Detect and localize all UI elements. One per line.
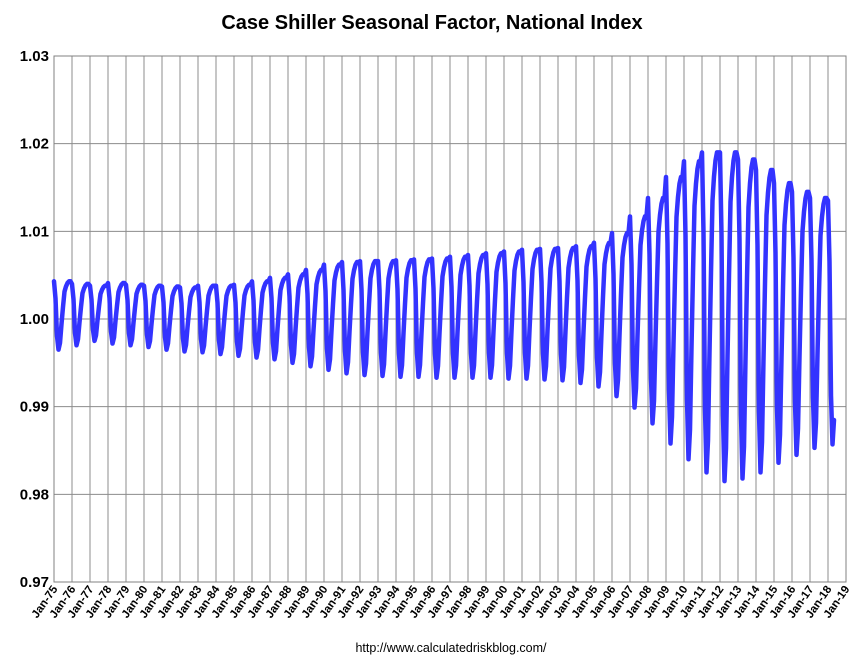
y-tick-label: 1.01 (20, 223, 49, 240)
series-line-seasonal-factor (51, 150, 837, 484)
y-axis-tick-labels: 0.97 0.98 0.99 1.00 1.01 1.02 1.03 (20, 48, 49, 591)
y-tick-label: 1.00 (20, 311, 49, 328)
y-tick-label: 1.02 (20, 136, 49, 153)
y-tick-label: 0.97 (20, 574, 49, 591)
plot-area-border (53, 55, 847, 583)
source-url: http://www.calculatedriskblog.com/ (355, 641, 547, 655)
y-tick-label: 0.99 (20, 399, 49, 416)
x-axis-tick-labels: Jan-75Jan-76Jan-77Jan-78Jan-79Jan-80Jan-… (30, 583, 853, 620)
chart-title: Case Shiller Seasonal Factor, National I… (221, 12, 642, 34)
y-tick-label: 0.98 (20, 486, 49, 503)
y-tick-label: 1.03 (20, 48, 49, 65)
